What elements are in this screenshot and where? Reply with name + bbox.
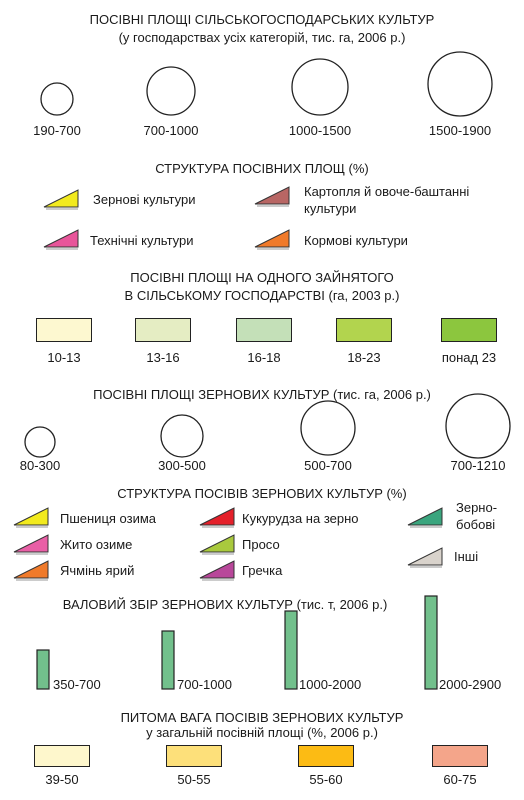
grain-share-label-2: 50-55: [177, 772, 211, 787]
section7-title-line1: ПИТОМА ВАГА ПОСІВІВ ЗЕРНОВИХ КУЛЬТУР: [120, 710, 404, 725]
label-grain: Зернові культури: [93, 192, 196, 207]
label-barley: Ячмінь ярий: [60, 563, 135, 578]
section1-title-line2: (у господарствах усіх категорій, тис. га…: [118, 30, 406, 45]
grain-share-label-4: 60-75: [443, 772, 477, 787]
area-circle-label-2: 700-1000: [143, 123, 199, 138]
label-potato-line1: Картопля й овоче-баштанні: [304, 184, 470, 199]
wedge-corn: [199, 507, 235, 528]
area-circle-1: [40, 82, 74, 116]
grain-share-label-3: 55-60: [309, 772, 343, 787]
section4-title: ПОСІВНІ ПЛОЩІ ЗЕРНОВИХ КУЛЬТУР (тис. га,…: [93, 387, 431, 402]
harvest-label-1: 350-700: [53, 677, 101, 692]
area-per-worker-box-4: [336, 318, 392, 342]
area-circle-label-3: 1000-1500: [288, 123, 352, 138]
section3-title-line2: В СІЛЬСЬКОМУ ГОСПОДАРСТВІ (га, 2003 р.): [124, 288, 400, 303]
label-rye: Жито озиме: [60, 537, 133, 552]
grain-circle-label-2: 300-500: [158, 458, 206, 473]
section2-title: СТРУКТУРА ПОСІВНИХ ПЛОЩ (%): [155, 161, 369, 176]
wedge-potato: [254, 186, 290, 207]
label-legumes-line1: Зерно-: [456, 500, 498, 515]
wedge-wheat: [13, 507, 49, 528]
wedge-legumes: [407, 507, 443, 528]
section3-title-line1: ПОСІВНІ ПЛОЩІ НА ОДНОГО ЗАЙНЯТОГО: [130, 270, 394, 285]
label-legumes-line2: бобові: [456, 517, 496, 532]
area-circle-label-4: 1500-1900: [428, 123, 492, 138]
harvest-bar-3: [284, 610, 298, 690]
grain-circle-1: [24, 426, 56, 458]
area-per-worker-box-2: [135, 318, 191, 342]
grain-share-box-3: [298, 745, 354, 767]
area-circle-3: [291, 58, 349, 116]
harvest-bar-1: [36, 649, 50, 690]
wedge-millet: [199, 534, 235, 555]
area-per-worker-label-5: понад 23: [441, 350, 497, 365]
label-buckwheat: Гречка: [242, 563, 283, 578]
label-corn: Кукурудза на зерно: [242, 511, 359, 526]
area-circle-4: [427, 51, 493, 117]
harvest-bar-4: [424, 595, 438, 690]
area-per-worker-label-2: 13-16: [146, 350, 180, 365]
grain-share-label-1: 39-50: [45, 772, 79, 787]
label-fodder: Кормові культури: [304, 233, 408, 248]
wedge-buckwheat: [199, 560, 235, 581]
label-potato-line2: культури: [304, 201, 357, 216]
grain-share-box-4: [432, 745, 488, 767]
harvest-label-4: 2000-2900: [439, 677, 502, 692]
section6-title: ВАЛОВИЙ ЗБІР ЗЕРНОВИХ КУЛЬТУР (тис. т, 2…: [62, 597, 388, 612]
grain-circle-label-4: 700-1210: [450, 458, 506, 473]
grain-share-box-1: [34, 745, 90, 767]
section1-title-line1: ПОСІВНІ ПЛОЩІ СІЛЬСЬКОГОСПОДАРСЬКИХ КУЛЬ…: [89, 12, 435, 27]
label-wheat: Пшениця озима: [60, 511, 157, 526]
area-per-worker-label-4: 18-23: [347, 350, 381, 365]
area-per-worker-box-1: [36, 318, 92, 342]
area-circle-2: [146, 66, 196, 116]
grain-circle-2: [160, 414, 204, 458]
grain-circle-label-3: 500-700: [304, 458, 352, 473]
label-millet: Просо: [242, 537, 280, 552]
grain-circle-4: [445, 393, 511, 459]
grain-circle-3: [300, 400, 356, 456]
wedge-industrial: [43, 229, 79, 250]
wedge-grain: [43, 189, 79, 210]
harvest-label-3: 1000-2000: [299, 677, 362, 692]
grain-share-box-2: [166, 745, 222, 767]
label-industrial: Технічні культури: [90, 233, 194, 248]
harvest-bar-2: [161, 630, 175, 690]
harvest-label-2: 700-1000: [177, 677, 232, 692]
grain-circle-label-1: 80-300: [19, 458, 61, 473]
area-per-worker-label-3: 16-18: [247, 350, 281, 365]
wedge-rye: [13, 534, 49, 555]
wedge-barley: [13, 560, 49, 581]
area-circle-label-1: 190-700: [33, 123, 81, 138]
wedge-other: [407, 547, 443, 568]
area-per-worker-label-1: 10-13: [47, 350, 81, 365]
label-other: Інші: [454, 549, 479, 564]
wedge-fodder: [254, 229, 290, 250]
area-per-worker-box-5: [441, 318, 497, 342]
area-per-worker-box-3: [236, 318, 292, 342]
section7-title-line2: у загальній посівній площі (%, 2006 р.): [146, 725, 378, 740]
section5-title: СТРУКТУРА ПОСІВІВ ЗЕРНОВИХ КУЛЬТУР (%): [117, 486, 407, 501]
